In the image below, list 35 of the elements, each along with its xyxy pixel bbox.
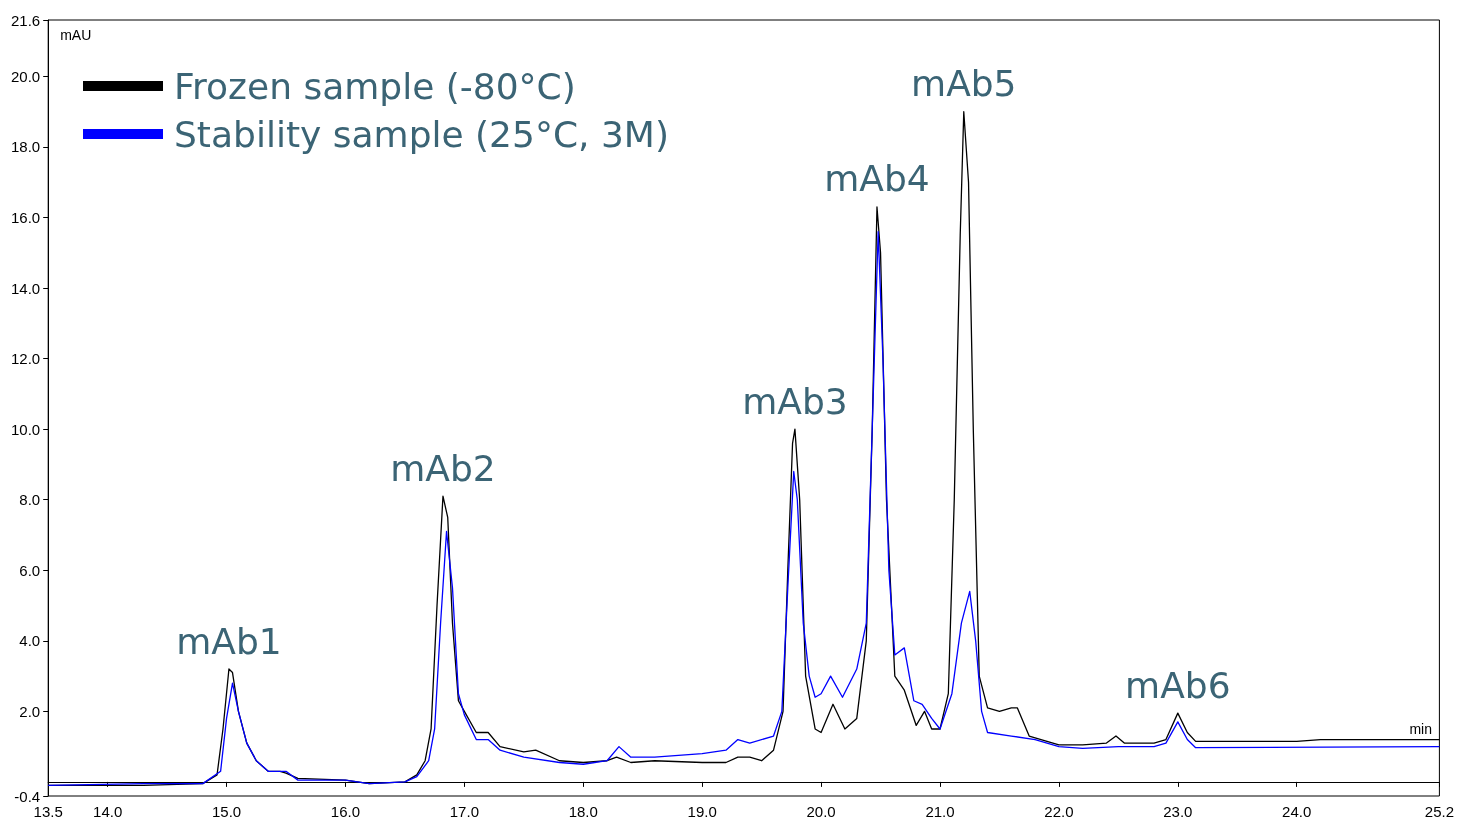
y-tick-label: 8.0 bbox=[19, 491, 41, 509]
y-axis-title: mAU bbox=[60, 27, 92, 43]
annotation: mAb3 bbox=[742, 380, 848, 422]
annotation: mAb2 bbox=[390, 447, 496, 489]
y-tick-label: 14.0 bbox=[10, 279, 41, 297]
y-tick-label: 10.0 bbox=[10, 420, 41, 438]
legend-label: Stability sample (25°C, 3M) bbox=[174, 113, 669, 155]
legend-label: Frozen sample (-80°C) bbox=[174, 65, 576, 107]
x-tick-label: 15.0 bbox=[211, 803, 242, 820]
y-tick-label: -0.4 bbox=[14, 787, 41, 805]
x-tick-label: 16.0 bbox=[330, 803, 361, 820]
y-tick-label: 16.0 bbox=[10, 209, 41, 227]
y-tick-label: 20.0 bbox=[10, 67, 41, 85]
x-tick-label: 22.0 bbox=[1044, 803, 1074, 820]
y-tick-label: 21.6 bbox=[10, 11, 41, 29]
y-tick-label: 18.0 bbox=[10, 138, 41, 156]
y-tick-label: 12.0 bbox=[10, 350, 41, 368]
x-tick-label: 14.0 bbox=[93, 803, 123, 820]
annotation: mAb1 bbox=[176, 620, 282, 662]
annotation: mAb5 bbox=[911, 63, 1017, 105]
x-tick-label: 18.0 bbox=[568, 803, 598, 820]
x-tick-label: 17.0 bbox=[449, 803, 479, 820]
y-tick-label: 4.0 bbox=[19, 632, 41, 650]
annotation: mAb6 bbox=[1125, 664, 1231, 706]
annotation: mAb4 bbox=[824, 158, 930, 200]
x-tick-label: 19.0 bbox=[687, 803, 717, 820]
x-tick-label: 24.0 bbox=[1282, 803, 1312, 820]
x-tick-label: 21.0 bbox=[925, 803, 955, 820]
y-tick-label: 2.0 bbox=[19, 702, 41, 720]
x-tick-label: 23.0 bbox=[1163, 803, 1193, 820]
x-tick-label: 20.0 bbox=[806, 803, 836, 820]
x-tick-label: 25.2 bbox=[1424, 803, 1454, 820]
x-axis-title: min bbox=[1409, 720, 1432, 737]
y-tick-label: 6.0 bbox=[19, 561, 41, 579]
x-tick-label: 13.5 bbox=[33, 803, 63, 820]
